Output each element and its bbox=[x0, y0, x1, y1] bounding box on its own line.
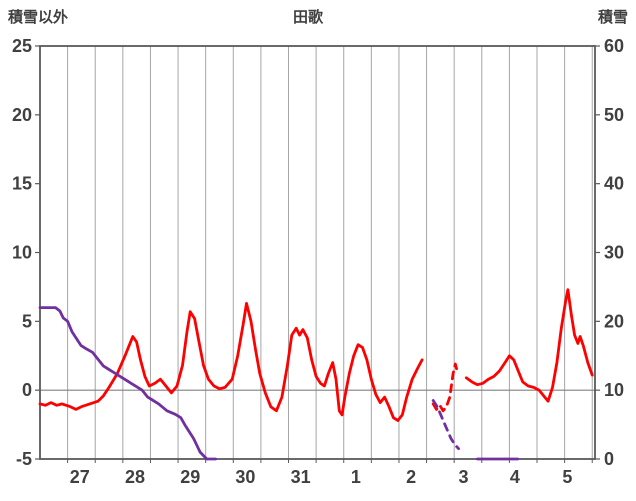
series-line-red bbox=[464, 288, 594, 403]
left-axis-tick-label: 10 bbox=[12, 243, 32, 263]
right-axis-tick-label: 0 bbox=[604, 449, 614, 469]
series-line-red bbox=[431, 362, 459, 413]
left-axis-tick-label: 5 bbox=[22, 311, 32, 331]
x-axis-label: 1 bbox=[351, 467, 361, 487]
right-axis-title: 積雪 bbox=[597, 9, 628, 26]
right-axis-tick-label: 10 bbox=[604, 380, 624, 400]
series-line-red bbox=[38, 302, 424, 422]
left-axis-tick-label: 0 bbox=[22, 380, 32, 400]
left-axis-title: 積雪以外 bbox=[8, 9, 69, 26]
left-axis-tick-label: 25 bbox=[12, 36, 32, 56]
x-axis-label: 29 bbox=[180, 467, 200, 487]
left-axis-tick-label: 20 bbox=[12, 105, 32, 125]
left-axis-tick-label: -5 bbox=[16, 449, 32, 469]
x-axis-label: 30 bbox=[235, 467, 255, 487]
right-axis-tick-label: 20 bbox=[604, 311, 624, 331]
series-line-purple bbox=[38, 306, 217, 461]
x-axis-label: 31 bbox=[291, 467, 311, 487]
x-axis-label: 27 bbox=[70, 467, 90, 487]
x-axis-label: 5 bbox=[562, 467, 572, 487]
chart-title: 田歌 bbox=[292, 9, 324, 26]
series-line-purple bbox=[431, 399, 460, 451]
x-axis-label: 3 bbox=[459, 467, 469, 487]
right-axis-tick-label: 30 bbox=[604, 243, 624, 263]
x-axis-label: 4 bbox=[510, 467, 520, 487]
right-axis-tick-label: 50 bbox=[604, 105, 624, 125]
right-axis-tick-label: 60 bbox=[604, 36, 624, 56]
x-axis-label: 28 bbox=[125, 467, 145, 487]
plot-border bbox=[39, 45, 596, 460]
left-axis-tick-label: 15 bbox=[12, 174, 32, 194]
right-axis-tick-label: 40 bbox=[604, 174, 624, 194]
x-axis-label: 2 bbox=[406, 467, 416, 487]
